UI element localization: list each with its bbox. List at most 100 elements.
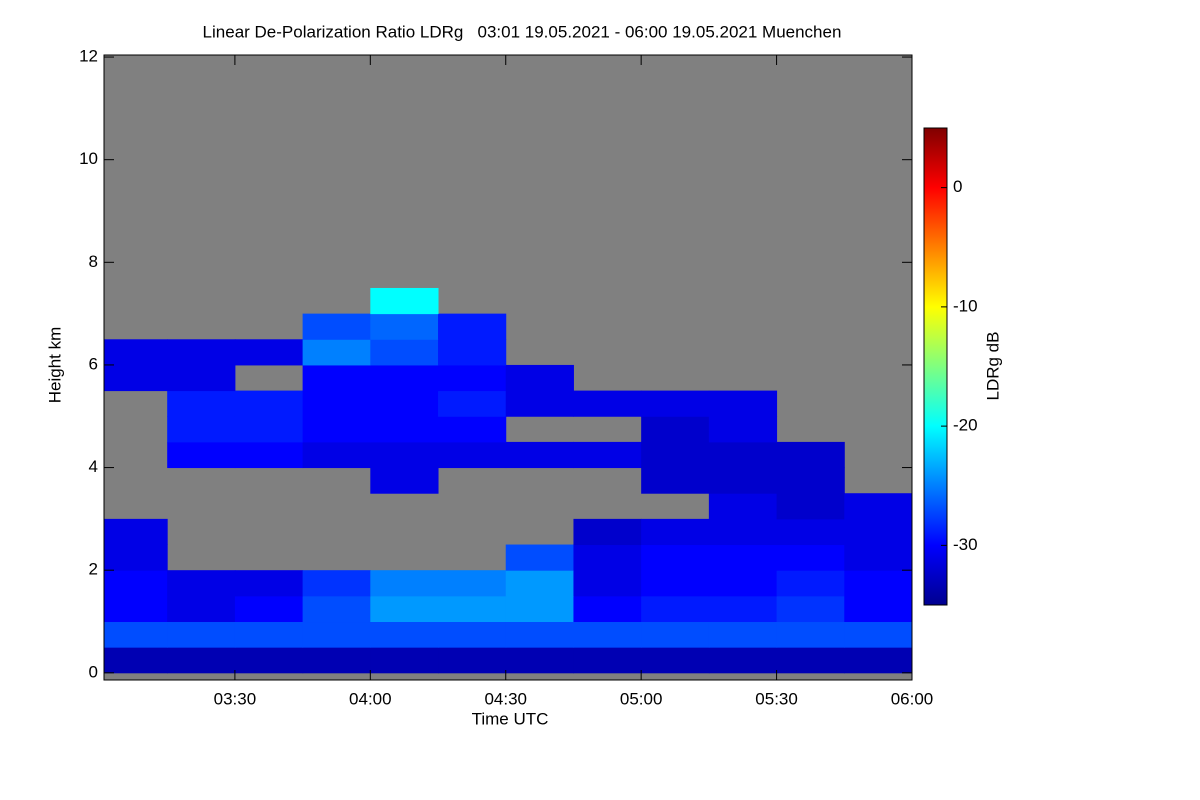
heatmap-cell xyxy=(234,595,304,623)
colorbar-tick-label: -20 xyxy=(953,416,978,435)
heatmap-cell xyxy=(438,390,507,417)
heatmap-cell xyxy=(104,518,168,546)
x-tick-label: 04:30 xyxy=(484,689,527,708)
heatmap-cell xyxy=(104,364,168,392)
heatmap-cell xyxy=(167,364,236,392)
heatmap-cell xyxy=(573,647,642,674)
heatmap-cell xyxy=(167,595,236,623)
y-tick-label: 10 xyxy=(79,149,98,168)
heatmap-cell xyxy=(641,595,710,623)
heatmap-cell xyxy=(104,621,168,648)
heatmap-cell xyxy=(438,364,507,392)
heatmap-cell xyxy=(641,544,710,571)
heatmap-cell xyxy=(167,570,236,597)
colorbar-tick-label: -10 xyxy=(953,296,978,315)
plot-frame xyxy=(103,54,913,681)
heatmap-cell xyxy=(302,313,371,340)
heatmap-cell xyxy=(234,416,304,443)
heatmap-cell xyxy=(776,441,845,469)
heatmap-cell xyxy=(370,570,439,597)
heatmap-cell xyxy=(708,416,778,443)
heatmap-cell xyxy=(505,570,574,597)
heatmap-cell xyxy=(167,621,236,648)
heatmap-cell xyxy=(104,647,168,674)
heatmap-cell xyxy=(167,647,236,674)
colorbar-tick-label: 0 xyxy=(953,177,962,196)
heatmap-cell xyxy=(641,441,710,469)
y-tick-label: 2 xyxy=(89,560,98,579)
heatmap-cell xyxy=(844,570,912,597)
heatmap-cell xyxy=(708,621,778,648)
y-tick-label: 6 xyxy=(89,354,98,373)
heatmap-cell xyxy=(438,339,507,366)
heatmap xyxy=(104,287,912,674)
heatmap-cell xyxy=(505,544,574,571)
heatmap-cell xyxy=(505,364,574,392)
heatmap-cell xyxy=(167,416,236,443)
heatmap-cell xyxy=(776,595,845,623)
heatmap-cell xyxy=(776,544,845,571)
heatmap-cell xyxy=(302,416,371,443)
heatmap-cell xyxy=(104,595,168,623)
heatmap-cell xyxy=(438,416,507,443)
y-tick-label: 12 xyxy=(79,47,98,66)
chart-title: Linear De-Polarization Ratio LDRg 03:01 … xyxy=(203,22,842,41)
heatmap-cell xyxy=(302,647,371,674)
heatmap-cell xyxy=(104,339,168,366)
heatmap-cell xyxy=(370,287,439,315)
heatmap-cell xyxy=(573,390,642,417)
heatmap-cell xyxy=(708,390,778,417)
heatmap-cell xyxy=(438,595,507,623)
heatmap-cell xyxy=(505,441,574,469)
heatmap-cell xyxy=(505,595,574,623)
heatmap-cell xyxy=(370,441,439,469)
y-tick-label: 4 xyxy=(89,457,98,476)
heatmap-cell xyxy=(708,544,778,571)
heatmap-cell xyxy=(573,518,642,546)
heatmap-cell xyxy=(708,467,778,494)
heatmap-cell xyxy=(302,621,371,648)
heatmap-cell xyxy=(776,647,845,674)
heatmap-cell xyxy=(844,544,912,571)
heatmap-cell xyxy=(573,570,642,597)
heatmap-cell xyxy=(167,390,236,417)
y-tick-label: 8 xyxy=(89,252,98,271)
x-tick-label: 03:30 xyxy=(214,689,257,708)
heatmap-cell xyxy=(844,647,912,674)
heatmap-cell xyxy=(234,390,304,417)
heatmap-cell xyxy=(641,416,710,443)
heatmap-cell xyxy=(573,441,642,469)
heatmap-cell xyxy=(167,339,236,366)
heatmap-cell xyxy=(708,595,778,623)
heatmap-cell xyxy=(167,441,236,469)
heatmap-cell xyxy=(708,493,778,520)
heatmap-cell xyxy=(844,518,912,546)
heatmap-cell xyxy=(641,621,710,648)
x-tick-label: 04:00 xyxy=(349,689,392,708)
heatmap-cell xyxy=(776,493,845,520)
heatmap-cell xyxy=(370,364,439,392)
heatmap-cell xyxy=(302,390,371,417)
heatmap-cell xyxy=(302,570,371,597)
heatmap-cell xyxy=(302,364,371,392)
colorbar-tick-label: -30 xyxy=(953,535,978,554)
heatmap-cell xyxy=(708,647,778,674)
heatmap-cell xyxy=(844,493,912,520)
heatmap-cell xyxy=(302,339,371,366)
heatmap-cell xyxy=(234,621,304,648)
x-tick-label: 06:00 xyxy=(891,689,934,708)
colorbar xyxy=(923,127,948,606)
heatmap-cell xyxy=(438,570,507,597)
heatmap-cell xyxy=(370,339,439,366)
x-tick-label: 05:30 xyxy=(755,689,798,708)
heatmap-cell xyxy=(370,467,439,494)
heatmap-cell xyxy=(573,595,642,623)
heatmap-cell xyxy=(505,621,574,648)
heatmap-cell xyxy=(641,467,710,494)
heatmap-cell xyxy=(708,570,778,597)
heatmap-cell xyxy=(370,390,439,417)
heatmap-cell xyxy=(370,416,439,443)
heatmap-cell xyxy=(370,313,439,340)
x-tick-label: 05:00 xyxy=(620,689,663,708)
